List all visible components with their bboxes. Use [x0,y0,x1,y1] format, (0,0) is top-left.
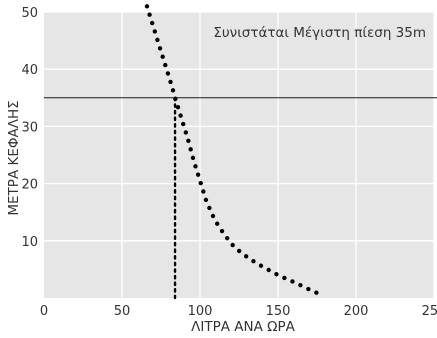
x-axis-ticks: 0 50 100 150 200 250 [40,304,437,319]
x-tick-label: 150 [266,304,291,319]
data-series-curve [144,4,324,298]
y-axis-label: ΜΕΤΡΑ ΚΕΦΑΛΗΣ [6,100,22,215]
x-tick-label: 0 [40,304,48,319]
y-tick-label: 50 [21,6,38,21]
x-tick-label: 250 [422,304,437,319]
y-tick-label: 10 [21,235,38,250]
max-pressure-annotation: Συνιστάται Μέγιστη πίεση 35m [213,25,426,41]
data-curve [144,4,324,298]
y-tick-label: 20 [21,178,38,193]
x-tick-label: 100 [188,304,213,319]
y-tick-label: 30 [21,120,38,135]
reference-lines [44,96,437,300]
x-axis-label: ΛΙΤΡΑ ΑΝΑ ΩΡΑ [191,319,295,335]
y-axis-ticks: 10 20 30 40 50 [21,6,38,250]
grid-lines [44,11,435,298]
y-tick-label: 40 [21,63,38,78]
x-tick-label: 50 [114,304,131,319]
x-tick-label: 200 [344,304,369,319]
plot-background [44,12,434,298]
